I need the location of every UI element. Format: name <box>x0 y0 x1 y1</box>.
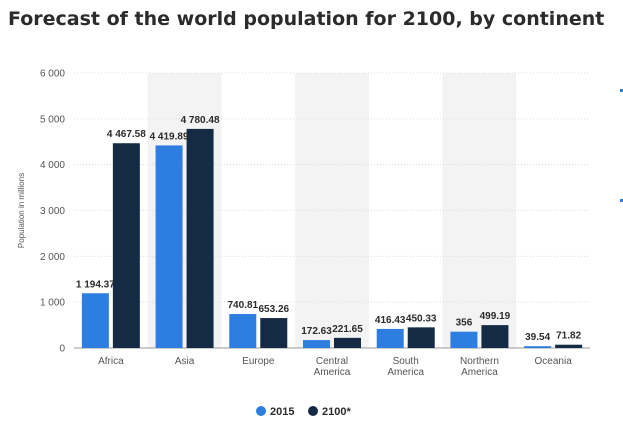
data-labels: 1 194.37 4 467.58 4 419.89 4 780.48 740.81 65… <box>76 115 582 343</box>
bar-2015-5 <box>450 331 478 348</box>
legend: 2015 2100* <box>256 406 351 418</box>
data-label: 1 194.37 <box>76 279 115 290</box>
chart-title: Forecast of the world population for 210… <box>8 8 605 30</box>
y-tick-label: 3 000 <box>40 206 65 217</box>
x-tick-label: Africa <box>98 356 124 367</box>
bar-2015-6 <box>524 346 552 348</box>
bar-2015-4 <box>376 328 404 348</box>
x-tick-label: Central America <box>314 356 351 378</box>
bar-2015-0 <box>81 293 109 348</box>
legend-label: 2015 <box>270 406 294 418</box>
bar-2100-1 <box>186 128 214 348</box>
edge-marker <box>620 89 623 92</box>
legend-marker-2100 <box>308 406 318 416</box>
y-tick-label: 0 <box>59 344 65 355</box>
data-label: 653.26 <box>258 304 289 315</box>
y-axis-label: Population in millions <box>17 173 26 248</box>
x-tick-label: Asia <box>175 356 195 367</box>
edge-marker <box>620 199 623 202</box>
bar-2015-2 <box>229 314 257 348</box>
data-label: 740.81 <box>227 300 258 311</box>
bar-2015-1 <box>155 145 183 348</box>
x-tick-label: South America <box>387 356 424 378</box>
data-label: 416.43 <box>375 315 406 326</box>
data-label: 221.65 <box>332 324 363 335</box>
y-tick-label: 6 000 <box>40 69 65 80</box>
bar-2100-4 <box>407 327 435 348</box>
data-label: 356 <box>456 318 473 329</box>
bar-2100-3 <box>334 337 361 348</box>
x-tick-label: Northern America <box>460 356 499 378</box>
bar-2100-6 <box>555 344 583 348</box>
y-tick-label: 1 000 <box>40 298 65 309</box>
data-label: 4 419.89 <box>150 131 189 142</box>
bar-2100-5 <box>481 325 509 348</box>
x-axis-ticks: Africa Asia Europe Central America South Ameri… <box>98 356 572 378</box>
y-tick-label: 5 000 <box>40 114 65 125</box>
x-tick-label: Oceania <box>535 356 573 367</box>
bar-2100-2 <box>260 318 288 348</box>
y-axis-ticks: 0 1 000 2 000 3 000 4 000 5 000 6 000 <box>40 69 65 355</box>
legend-marker-2015 <box>256 406 266 416</box>
data-label: 450.33 <box>406 313 437 324</box>
bars <box>81 128 583 348</box>
bar-2100-0 <box>112 143 140 348</box>
y-tick-label: 2 000 <box>40 252 65 263</box>
bar-2015-3 <box>303 340 330 348</box>
x-tick-label: Europe <box>242 356 275 367</box>
data-label: 172.63 <box>301 326 332 337</box>
data-label: 499.19 <box>480 311 511 322</box>
data-label: 71.82 <box>556 331 581 342</box>
data-label: 39.54 <box>525 332 550 343</box>
gridlines <box>74 72 590 303</box>
y-tick-label: 4 000 <box>40 160 65 171</box>
data-label: 4 467.58 <box>107 129 146 140</box>
legend-label: 2100* <box>322 406 351 418</box>
data-label: 4 780.48 <box>181 115 220 126</box>
